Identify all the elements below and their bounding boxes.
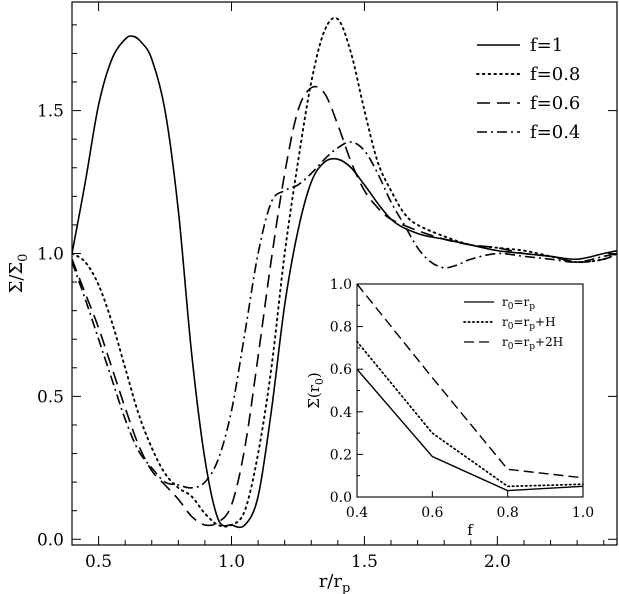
inset-legend-label: r0=rp — [502, 295, 535, 312]
inset-legend-part-sub: 0 — [508, 302, 514, 312]
inset-legend-part-sub: p — [529, 302, 535, 312]
inset-plot: 0.4 0.6 0.8 1.00.00.20.40.60.81.0fΣ(r0)r0=r… — [305, 277, 594, 539]
main-series-line — [72, 85, 617, 527]
inset-legend-part: r — [502, 295, 508, 309]
inset-y-tick-label: 0.8 — [330, 320, 352, 336]
main-y-tick-label: 0.0 — [37, 530, 64, 550]
inset-y-tick-label: 0.6 — [330, 362, 352, 378]
inset-legend-part: =r — [513, 335, 529, 349]
inset-x-axis-label: f — [467, 521, 474, 539]
inset-legend-part-sub: p — [529, 322, 535, 332]
inset-series-line — [356, 283, 584, 479]
main-y-tick-label: 0.5 — [37, 387, 64, 407]
inset-x-tick-label: 1.0 — [572, 505, 594, 521]
main-y-axis-label-main: Σ/Σ — [6, 262, 27, 294]
main-y-axis-label-sub: 0 — [16, 254, 31, 262]
inset-y-axis-label: Σ(r0) — [305, 372, 326, 409]
main-legend-label: f=0.8 — [530, 64, 580, 85]
inset-legend-label: r0=rp+2H — [502, 335, 563, 352]
inset-legend-part-sub: 0 — [508, 322, 514, 332]
main-x-axis-label: r/rp — [319, 571, 351, 594]
main-series-line — [72, 16, 617, 528]
main-y-axis-label: Σ/Σ0 — [6, 254, 31, 294]
inset-series-line — [356, 340, 584, 488]
inset-x-tick-label: 0.8 — [497, 505, 519, 521]
main-y-tick-label: 1.0 — [37, 244, 64, 264]
inset-x-tick-label: 0.6 — [421, 505, 443, 521]
main-x-tick-label: 0.5 — [85, 552, 112, 572]
inset-legend-part: =r — [513, 295, 529, 309]
inset-x-tick-label: 0.4 — [346, 505, 368, 521]
main-legend-label: f=1 — [530, 35, 563, 56]
main-x-tick-label: 2.0 — [484, 552, 511, 572]
inset-y-tick-label: 0.4 — [330, 405, 352, 421]
inset-legend-label: r0=rp+H — [502, 315, 556, 332]
inset-y-axis-label-sub: 0 — [313, 378, 326, 385]
main-series-group — [72, 16, 617, 529]
main-y-tick-label: 1.5 — [37, 102, 64, 122]
inset-legend-part: r — [502, 315, 508, 329]
main-legend-label: f=0.6 — [530, 93, 580, 114]
inset-y-tick-label: 0.2 — [330, 447, 352, 463]
inset-legend-part-sub: 0 — [508, 342, 514, 352]
main-plot-frame — [71, 1, 618, 546]
inset-legend-part: =r — [513, 315, 529, 329]
inset-legend-part-sub: p — [529, 342, 535, 352]
inset-legend-part: r — [502, 335, 508, 349]
main-legend-label: f=0.4 — [530, 122, 580, 143]
inset-y-axis-label-main: Σ(r — [305, 384, 323, 408]
inset-legend-part: +2H — [535, 335, 563, 349]
main-x-tick-label: 1.5 — [351, 552, 378, 572]
inset-series-line — [356, 368, 584, 492]
main-x-tick-label: 1.0 — [218, 552, 245, 572]
main-series-line — [72, 141, 617, 489]
main-x-axis-label-sub: p — [342, 581, 350, 594]
inset-legend-part: +H — [535, 315, 556, 329]
main-plot: 0.5 1.0 1.5 2.00.00.51.01.5r/rpΣ/Σ0f=1f=0.8… — [6, 1, 618, 594]
inset-y-tick-label: 1.0 — [330, 277, 352, 293]
inset-y-axis-label-suffix: ) — [305, 372, 323, 378]
inset-y-tick-label: 0.0 — [330, 490, 352, 506]
main-legend: f=1 f=0.8 f=0.6 f=0.4 — [476, 35, 580, 143]
main-x-axis-label-main: r/r — [319, 571, 343, 592]
